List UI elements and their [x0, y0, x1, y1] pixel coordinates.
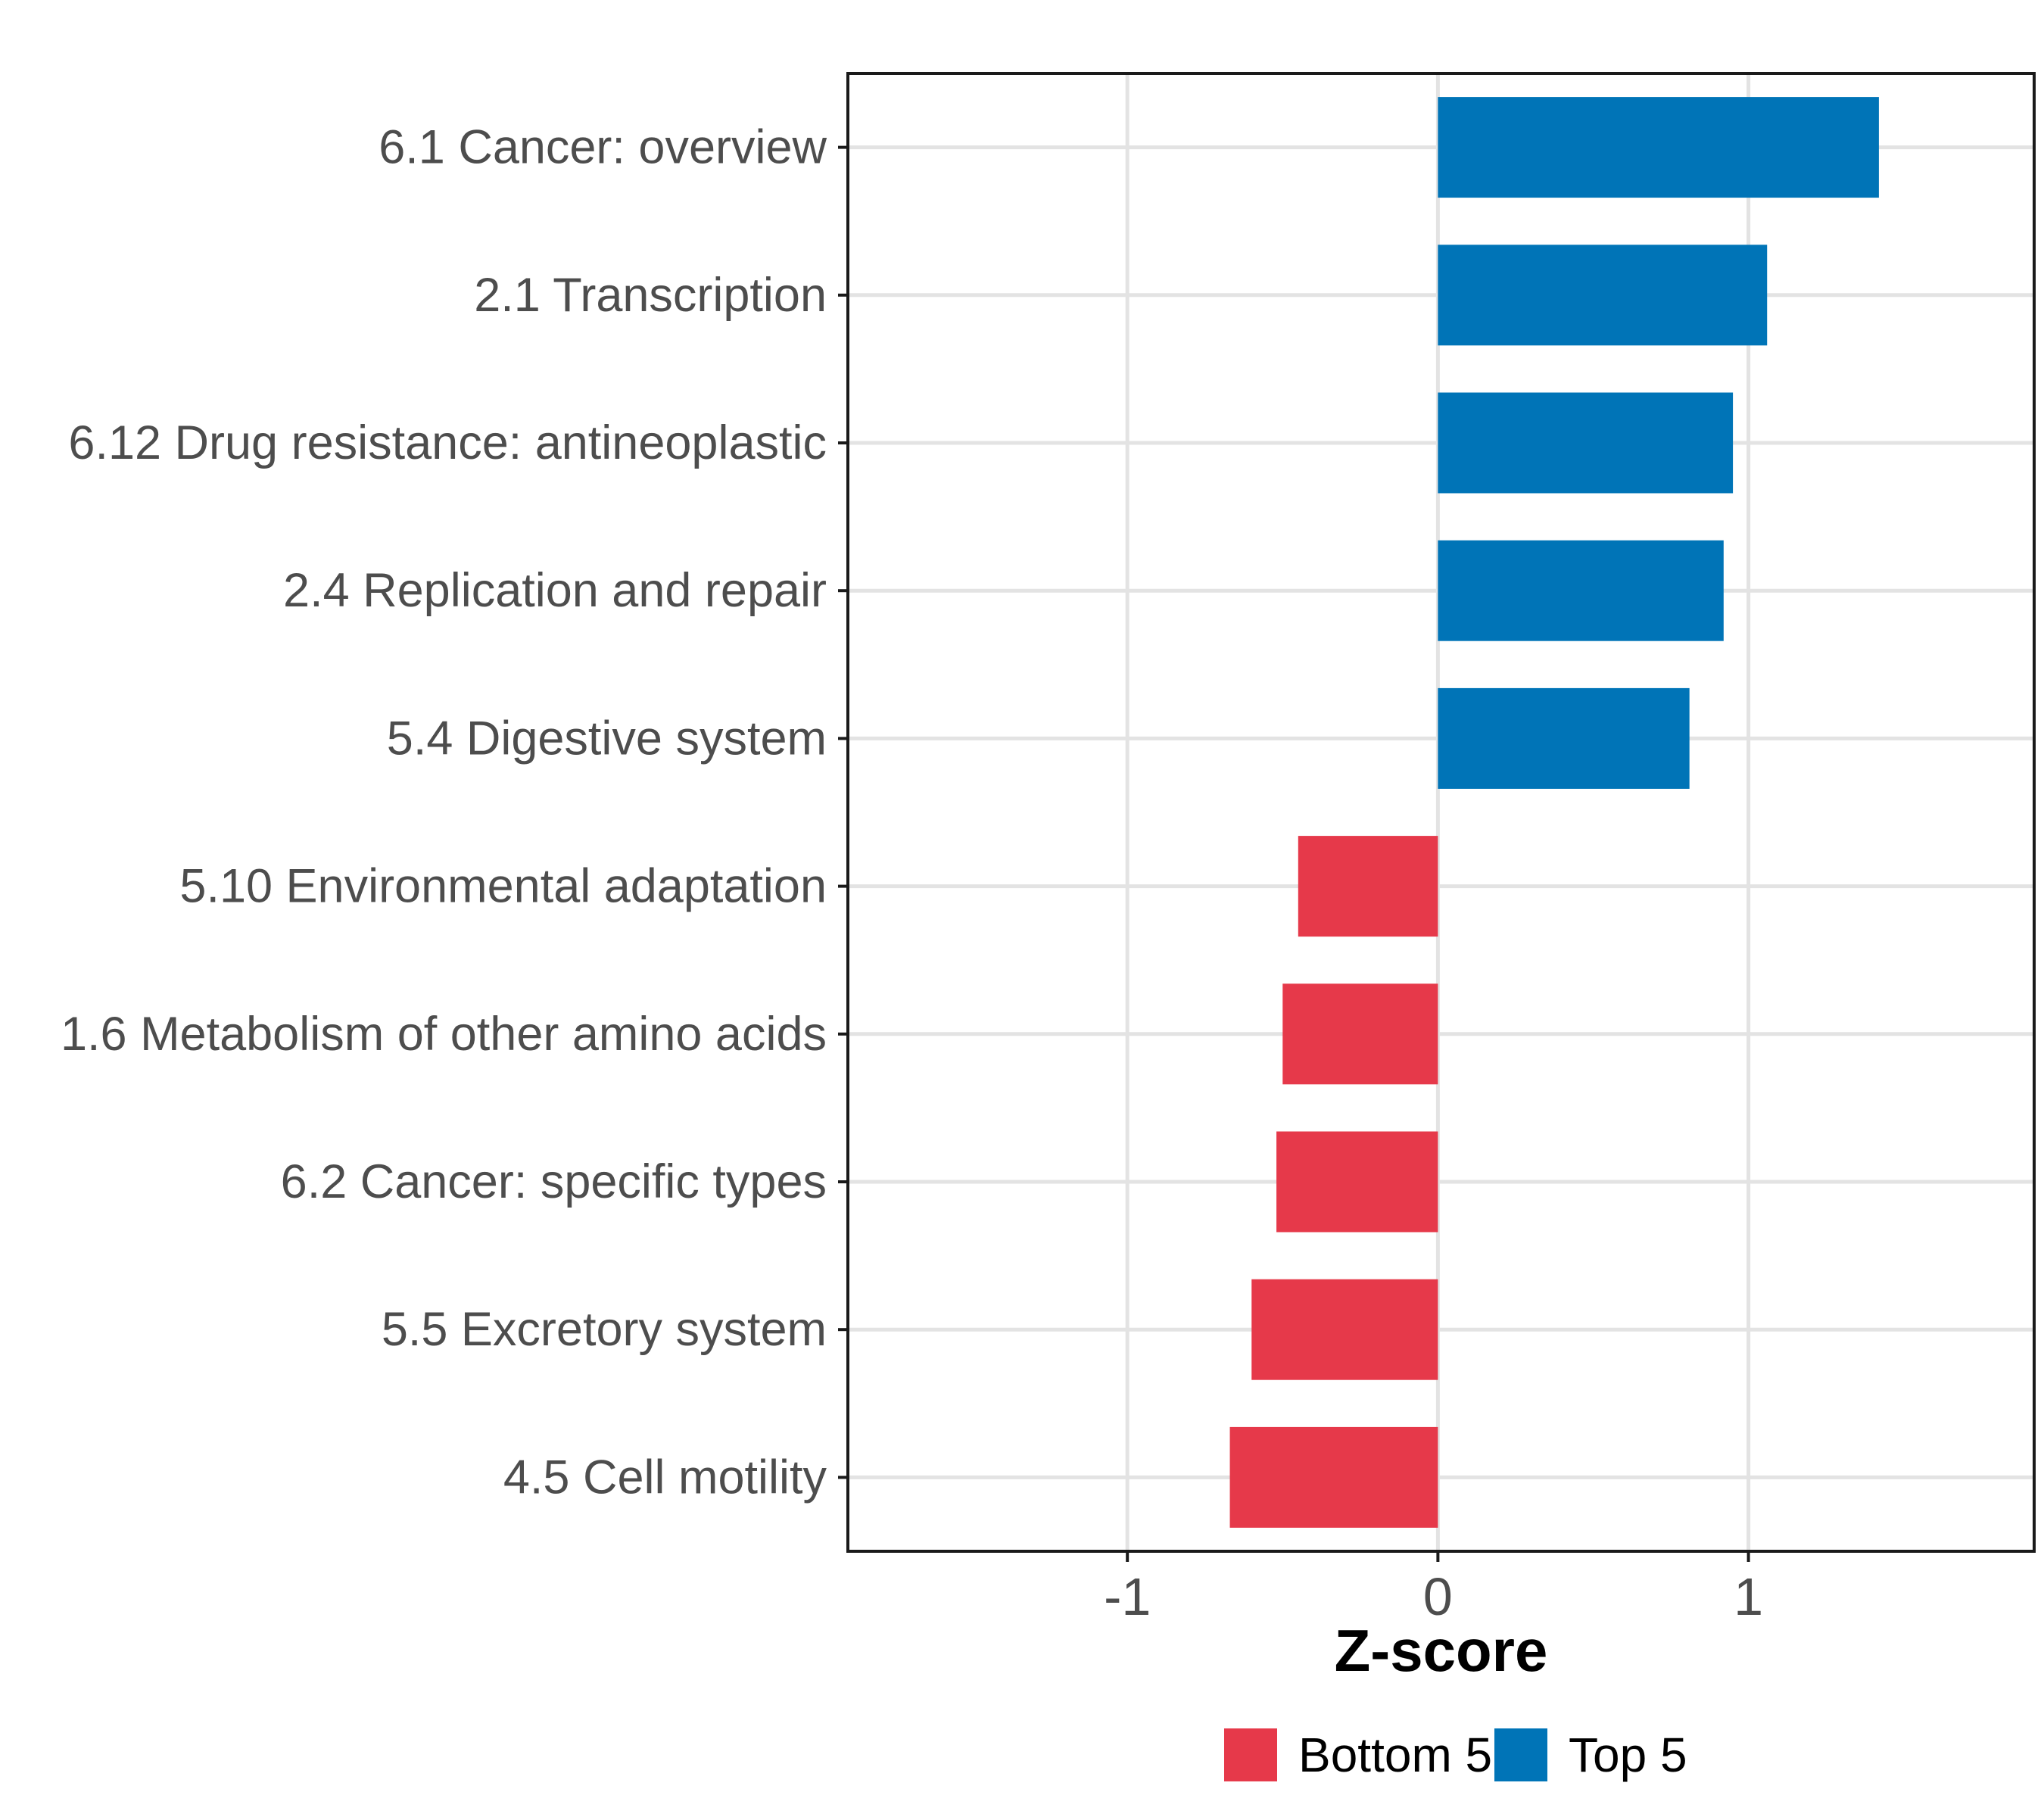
panel-border	[846, 72, 2036, 1553]
panel-border-layer	[846, 72, 2036, 1553]
bar-top5	[1438, 540, 1724, 641]
x-axis-tick-label: 0	[1423, 1567, 1453, 1626]
y-axis-label: 5.10 Environmental adaptation	[179, 860, 827, 913]
y-axis-label: 6.12 Drug resistance: antineoplastic	[68, 416, 827, 469]
legend-swatch	[1494, 1728, 1547, 1781]
y-axis-label: 5.4 Digestive system	[387, 712, 827, 765]
legend-entry: Top 5	[1494, 1728, 1687, 1782]
y-axis-label: 5.5 Excretory system	[382, 1303, 827, 1356]
y-axis-label: 2.4 Replication and repair	[283, 564, 827, 617]
bar-bottom5	[1229, 1426, 1438, 1528]
y-axis-label: 4.5 Cell motility	[503, 1451, 827, 1504]
x-axis-title: Z-score	[1335, 1617, 1548, 1684]
x-axis-tick-label: -1	[1104, 1567, 1151, 1626]
y-axis-label: 6.2 Cancer: specific types	[281, 1155, 827, 1208]
bar-bottom5	[1298, 836, 1438, 937]
legend-layer: Bottom 5 Top 5	[1224, 1728, 1687, 1782]
bar-top5	[1438, 97, 1879, 198]
y-axis-label: 2.1 Transcription	[474, 269, 827, 322]
bar-bottom5	[1282, 983, 1438, 1085]
bar-bottom5	[1251, 1279, 1438, 1380]
axis-layer: 6.1 Cancer: overview 2.1 Transcription 6.1…	[61, 121, 1763, 1684]
bar-bottom5	[1276, 1131, 1438, 1233]
bar-top5	[1438, 687, 1690, 789]
legend-label: Top 5	[1569, 1728, 1687, 1782]
legend-swatch	[1224, 1728, 1277, 1781]
bar-top5	[1438, 392, 1734, 494]
legend-entry: Bottom 5	[1224, 1728, 1492, 1782]
y-axis-label: 1.6 Metabolism of other amino acids	[61, 1008, 827, 1061]
legend-label: Bottom 5	[1298, 1728, 1492, 1782]
bar-top5	[1438, 245, 1768, 346]
y-axis-label: 6.1 Cancer: overview	[379, 121, 827, 174]
bar-layer	[1229, 97, 1879, 1528]
x-axis-tick-label: 1	[1734, 1567, 1763, 1626]
